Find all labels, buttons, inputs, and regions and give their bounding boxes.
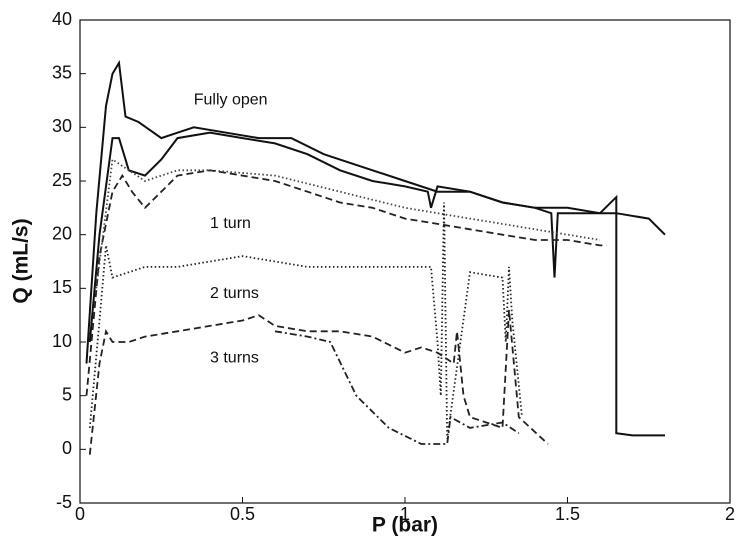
series-label: 3 turns [210, 349, 259, 366]
y-tick-label: -5 [56, 492, 72, 512]
x-axis-label: P (bar) [372, 514, 438, 537]
y-tick-label: 40 [52, 9, 72, 29]
y-tick-label: 0 [62, 438, 72, 458]
data-line [88, 131, 666, 343]
data-line [88, 309, 549, 455]
data-line [85, 59, 665, 437]
x-tick-label: 2 [725, 504, 735, 524]
x-tick-label: 1 [400, 504, 410, 524]
x-tick-label: 1.5 [555, 504, 580, 524]
series-label: Fully open [194, 92, 268, 109]
y-tick-label: 10 [52, 331, 72, 351]
y-tick-label: 20 [52, 223, 72, 243]
y-axis-label: Q (mL/s) [10, 218, 33, 303]
y-tick-label: 30 [52, 116, 72, 136]
x-tick-label: 0.5 [230, 504, 255, 524]
series-label: 1 turn [210, 215, 251, 232]
y-tick-label: 5 [62, 384, 72, 404]
y-tick-label: 15 [52, 277, 72, 297]
data-line [88, 202, 523, 439]
series-label: 2 turns [210, 285, 259, 302]
y-tick-label: 35 [52, 62, 72, 82]
data-line [95, 157, 601, 289]
y-tick-label: 25 [52, 170, 72, 190]
x-tick-label: 0 [75, 504, 85, 524]
plot-frame [79, 19, 731, 504]
data-line [274, 330, 520, 445]
data-line [85, 169, 607, 396]
